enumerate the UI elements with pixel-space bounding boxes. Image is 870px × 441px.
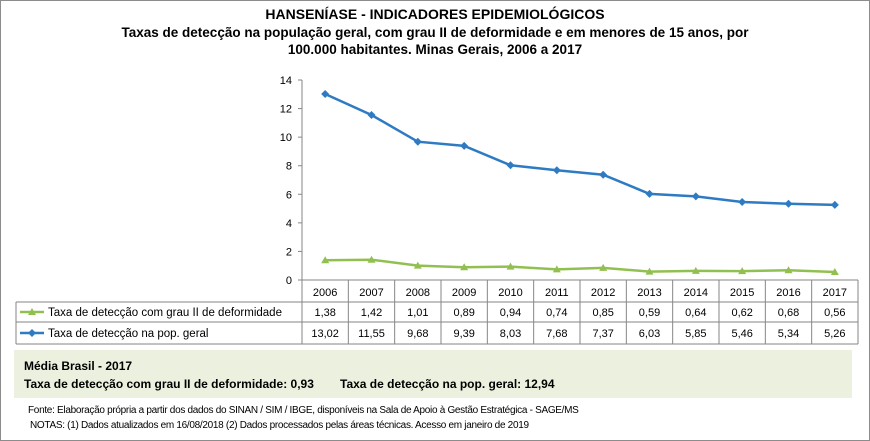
x-tick-label: 2011: [545, 287, 569, 299]
table-cell: 1,42: [361, 307, 382, 319]
brazil-average-box: Média Brasil - 2017 Taxa de detecção com…: [14, 350, 852, 398]
footer-source: Fonte: Elaboração própria a partir dos d…: [28, 405, 579, 416]
y-tick-label: 10: [280, 132, 292, 144]
data-point: [367, 111, 376, 119]
table-cell: 9,68: [407, 328, 428, 340]
x-tick-label: 2012: [591, 287, 615, 299]
data-point: [738, 198, 747, 206]
series-line: [324, 92, 835, 207]
data-point: [367, 255, 376, 263]
data-point: [460, 141, 469, 150]
legend-key-marker: [28, 308, 36, 315]
data-point: [784, 266, 793, 274]
table-cell: 0,56: [824, 307, 845, 319]
x-tick-label: 2013: [637, 287, 661, 299]
data-point: [413, 137, 422, 146]
y-tick-label: 2: [286, 246, 292, 258]
x-tick-label: 2008: [406, 287, 430, 299]
table-cell: 5,46: [731, 328, 752, 340]
data-point: [413, 261, 422, 269]
y-tick-label: 4: [286, 218, 292, 230]
legend-label: Taxa de detecção na pop. geral: [48, 328, 208, 340]
x-tick-label: 2006: [313, 287, 337, 299]
table-cell: 5,34: [778, 328, 799, 340]
data-point: [599, 170, 608, 179]
average-general: Taxa de detecção na pop. geral: 12,94: [340, 377, 555, 391]
x-tick-label: 2010: [498, 287, 522, 299]
data-point: [506, 262, 515, 270]
data-point: [599, 263, 608, 271]
table-cell: 0,94: [500, 307, 521, 319]
table-cell: 0,74: [546, 307, 567, 319]
table-cell: 7,68: [546, 328, 567, 340]
table-cell: 11,55: [358, 328, 385, 340]
table-cell: 0,64: [685, 307, 706, 319]
data-point: [645, 189, 654, 198]
table-cell: 0,68: [778, 307, 799, 319]
legend-key-marker: [28, 329, 36, 337]
y-tick-label: 12: [280, 104, 292, 116]
table-cell: 6,03: [639, 328, 660, 340]
y-tick-label: 8: [286, 161, 292, 173]
table-cell: 13,02: [311, 328, 339, 340]
chart-title: HANSENÍASE - INDICADORES EPIDEMIOLÓGICOS: [265, 6, 605, 22]
table-cell: 0,85: [592, 307, 613, 319]
data-point: [321, 90, 330, 98]
y-tick-label: 0: [286, 275, 292, 287]
table-cell: 8,03: [500, 328, 521, 340]
data-point: [460, 263, 469, 271]
y-tick-label: 6: [286, 189, 292, 201]
table-cell: 5,85: [685, 328, 706, 340]
table-cell: 1,38: [314, 307, 335, 319]
x-tick-label: 2015: [730, 287, 754, 299]
y-tick-label: 14: [280, 75, 292, 87]
data-point: [506, 161, 515, 170]
average-grade2: Taxa de detecção com grau II de deformid…: [24, 377, 314, 391]
x-tick-label: 2016: [776, 287, 800, 299]
chart-subtitle-line1: Taxas de detecção na população geral, co…: [121, 25, 749, 40]
table-cell: 7,37: [592, 328, 613, 340]
legend-label: Taxa de detecção com grau II de deformid…: [48, 307, 282, 319]
table-cell: 9,39: [453, 328, 474, 340]
chart-subtitle-line2: 100.000 habitantes. Minas Gerais, 2006 a…: [287, 42, 583, 57]
x-tick-label: 2007: [359, 287, 383, 299]
average-heading: Média Brasil - 2017: [24, 359, 133, 373]
data-point: [784, 199, 793, 208]
table-cell: 0,62: [731, 307, 752, 319]
data-point: [321, 256, 330, 264]
table-cell: 1,01: [407, 307, 428, 319]
data-point: [691, 266, 700, 274]
x-tick-label: 2014: [684, 287, 708, 299]
data-point: [691, 192, 700, 201]
series-line: [325, 258, 835, 274]
table-cell: 0,59: [639, 307, 660, 319]
footer-notes: NOTAS: (1) Dados atualizados em 16/08/20…: [30, 420, 529, 431]
x-tick-label: 2017: [823, 287, 847, 299]
data-point: [830, 200, 839, 209]
data-point: [738, 267, 747, 275]
table-cell: 5,26: [824, 328, 845, 340]
table-cell: 0,89: [453, 307, 474, 319]
data-point: [830, 268, 839, 275]
data-point: [645, 267, 654, 275]
data-point: [552, 265, 561, 273]
x-tick-label: 2009: [452, 287, 476, 299]
data-point: [552, 166, 561, 175]
